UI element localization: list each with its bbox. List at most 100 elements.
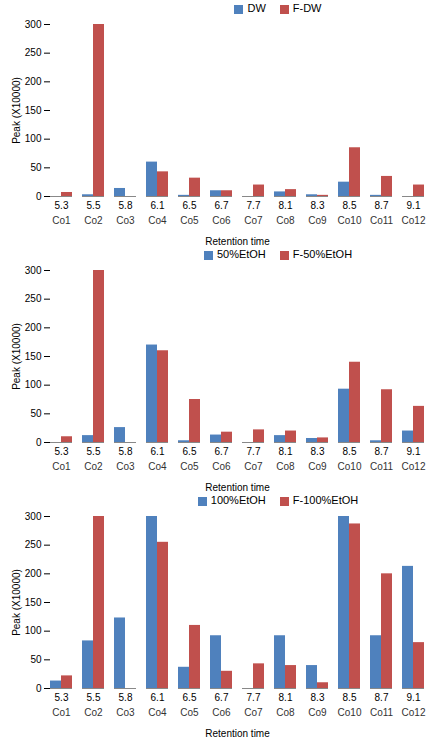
svg-text:Peak (X10000): Peak (X10000) bbox=[11, 569, 22, 636]
svg-text:9.1: 9.1 bbox=[407, 692, 421, 703]
svg-text:6.1: 6.1 bbox=[151, 446, 165, 457]
svg-text:100: 100 bbox=[25, 133, 42, 144]
svg-text:150: 150 bbox=[25, 351, 42, 362]
svg-text:Co6: Co6 bbox=[212, 707, 231, 718]
svg-text:Co12: Co12 bbox=[402, 215, 426, 226]
svg-text:7.7: 7.7 bbox=[247, 446, 261, 457]
svg-text:9.1: 9.1 bbox=[407, 446, 421, 457]
svg-text:Co9: Co9 bbox=[308, 215, 327, 226]
svg-text:8.1: 8.1 bbox=[279, 692, 293, 703]
svg-text:Co10: Co10 bbox=[338, 215, 362, 226]
svg-text:Co2: Co2 bbox=[84, 461, 103, 472]
svg-text:200: 200 bbox=[25, 568, 42, 579]
svg-text:Co8: Co8 bbox=[276, 215, 295, 226]
svg-text:Co2: Co2 bbox=[84, 707, 103, 718]
svg-text:Peak (X10000): Peak (X10000) bbox=[11, 77, 22, 144]
svg-text:Co6: Co6 bbox=[212, 215, 231, 226]
svg-text:Co4: Co4 bbox=[148, 215, 167, 226]
svg-text:250: 250 bbox=[25, 539, 42, 550]
svg-text:6.5: 6.5 bbox=[183, 446, 197, 457]
svg-text:Co12: Co12 bbox=[402, 707, 426, 718]
svg-text:Peak (X10000): Peak (X10000) bbox=[11, 323, 22, 390]
svg-text:8.7: 8.7 bbox=[375, 446, 389, 457]
svg-text:300: 300 bbox=[25, 19, 42, 30]
svg-text:Retention time: Retention time bbox=[205, 728, 270, 739]
svg-text:5.3: 5.3 bbox=[55, 692, 69, 703]
svg-text:Co1: Co1 bbox=[52, 215, 71, 226]
svg-text:0: 0 bbox=[36, 191, 42, 202]
svg-text:8.7: 8.7 bbox=[375, 200, 389, 211]
svg-text:Co5: Co5 bbox=[180, 215, 199, 226]
svg-text:200: 200 bbox=[25, 76, 42, 87]
svg-text:100: 100 bbox=[25, 625, 42, 636]
svg-text:Co9: Co9 bbox=[308, 707, 327, 718]
svg-text:Co3: Co3 bbox=[116, 707, 135, 718]
svg-text:8.3: 8.3 bbox=[311, 200, 325, 211]
svg-text:Co5: Co5 bbox=[180, 461, 199, 472]
svg-text:Co10: Co10 bbox=[338, 461, 362, 472]
svg-text:Co4: Co4 bbox=[148, 707, 167, 718]
svg-text:Co7: Co7 bbox=[244, 707, 263, 718]
svg-text:50: 50 bbox=[30, 408, 42, 419]
svg-text:7.7: 7.7 bbox=[247, 692, 261, 703]
svg-text:8.1: 8.1 bbox=[279, 446, 293, 457]
svg-text:Co1: Co1 bbox=[52, 461, 71, 472]
svg-text:0: 0 bbox=[36, 683, 42, 694]
svg-text:250: 250 bbox=[25, 47, 42, 58]
svg-text:6.5: 6.5 bbox=[183, 692, 197, 703]
svg-text:Co9: Co9 bbox=[308, 461, 327, 472]
svg-text:200: 200 bbox=[25, 322, 42, 333]
svg-text:250: 250 bbox=[25, 293, 42, 304]
html-text:DW: DW bbox=[247, 2, 266, 14]
svg-text:Co8: Co8 bbox=[276, 461, 295, 472]
svg-text:6.7: 6.7 bbox=[215, 446, 229, 457]
svg-text:8.7: 8.7 bbox=[375, 692, 389, 703]
svg-text:5.8: 5.8 bbox=[119, 200, 133, 211]
svg-text:8.5: 8.5 bbox=[343, 692, 357, 703]
svg-text:Co11: Co11 bbox=[370, 707, 394, 718]
svg-text:Co11: Co11 bbox=[370, 215, 394, 226]
svg-text:9.1: 9.1 bbox=[407, 200, 421, 211]
svg-text:Co3: Co3 bbox=[116, 215, 135, 226]
svg-text:8.5: 8.5 bbox=[343, 446, 357, 457]
svg-text:7.7: 7.7 bbox=[247, 200, 261, 211]
svg-text:5.5: 5.5 bbox=[87, 692, 101, 703]
svg-text:Co7: Co7 bbox=[244, 461, 263, 472]
svg-text:5.3: 5.3 bbox=[55, 200, 69, 211]
svg-text:Retention time: Retention time bbox=[205, 236, 270, 247]
svg-text:50: 50 bbox=[30, 162, 42, 173]
svg-text:Co11: Co11 bbox=[370, 461, 394, 472]
svg-text:Co2: Co2 bbox=[84, 215, 103, 226]
svg-text:Retention time: Retention time bbox=[205, 482, 270, 493]
svg-text:300: 300 bbox=[25, 265, 42, 276]
svg-text:Co12: Co12 bbox=[402, 461, 426, 472]
svg-text:6.7: 6.7 bbox=[215, 692, 229, 703]
svg-text:8.3: 8.3 bbox=[311, 446, 325, 457]
svg-text:8.5: 8.5 bbox=[343, 200, 357, 211]
svg-text:Co8: Co8 bbox=[276, 707, 295, 718]
svg-text:6.1: 6.1 bbox=[151, 200, 165, 211]
svg-text:150: 150 bbox=[25, 597, 42, 608]
svg-text:8.1: 8.1 bbox=[279, 200, 293, 211]
svg-text:0: 0 bbox=[36, 437, 42, 448]
svg-text:150: 150 bbox=[25, 105, 42, 116]
svg-text:6.5: 6.5 bbox=[183, 200, 197, 211]
svg-text:Co3: Co3 bbox=[116, 461, 135, 472]
svg-text:5.5: 5.5 bbox=[87, 446, 101, 457]
svg-text:300: 300 bbox=[25, 511, 42, 522]
svg-text:Co7: Co7 bbox=[244, 215, 263, 226]
svg-text:5.8: 5.8 bbox=[119, 692, 133, 703]
svg-text:Co10: Co10 bbox=[338, 707, 362, 718]
svg-text:8.3: 8.3 bbox=[311, 692, 325, 703]
svg-text:100: 100 bbox=[25, 379, 42, 390]
svg-text:5.5: 5.5 bbox=[87, 200, 101, 211]
svg-text:Co1: Co1 bbox=[52, 707, 71, 718]
svg-text:6.1: 6.1 bbox=[151, 692, 165, 703]
svg-text:Co6: Co6 bbox=[212, 461, 231, 472]
svg-text:6.7: 6.7 bbox=[215, 200, 229, 211]
svg-text:5.3: 5.3 bbox=[55, 446, 69, 457]
svg-text:Co4: Co4 bbox=[148, 461, 167, 472]
svg-text:Co5: Co5 bbox=[180, 707, 199, 718]
svg-text:50: 50 bbox=[30, 654, 42, 665]
svg-text:5.8: 5.8 bbox=[119, 446, 133, 457]
